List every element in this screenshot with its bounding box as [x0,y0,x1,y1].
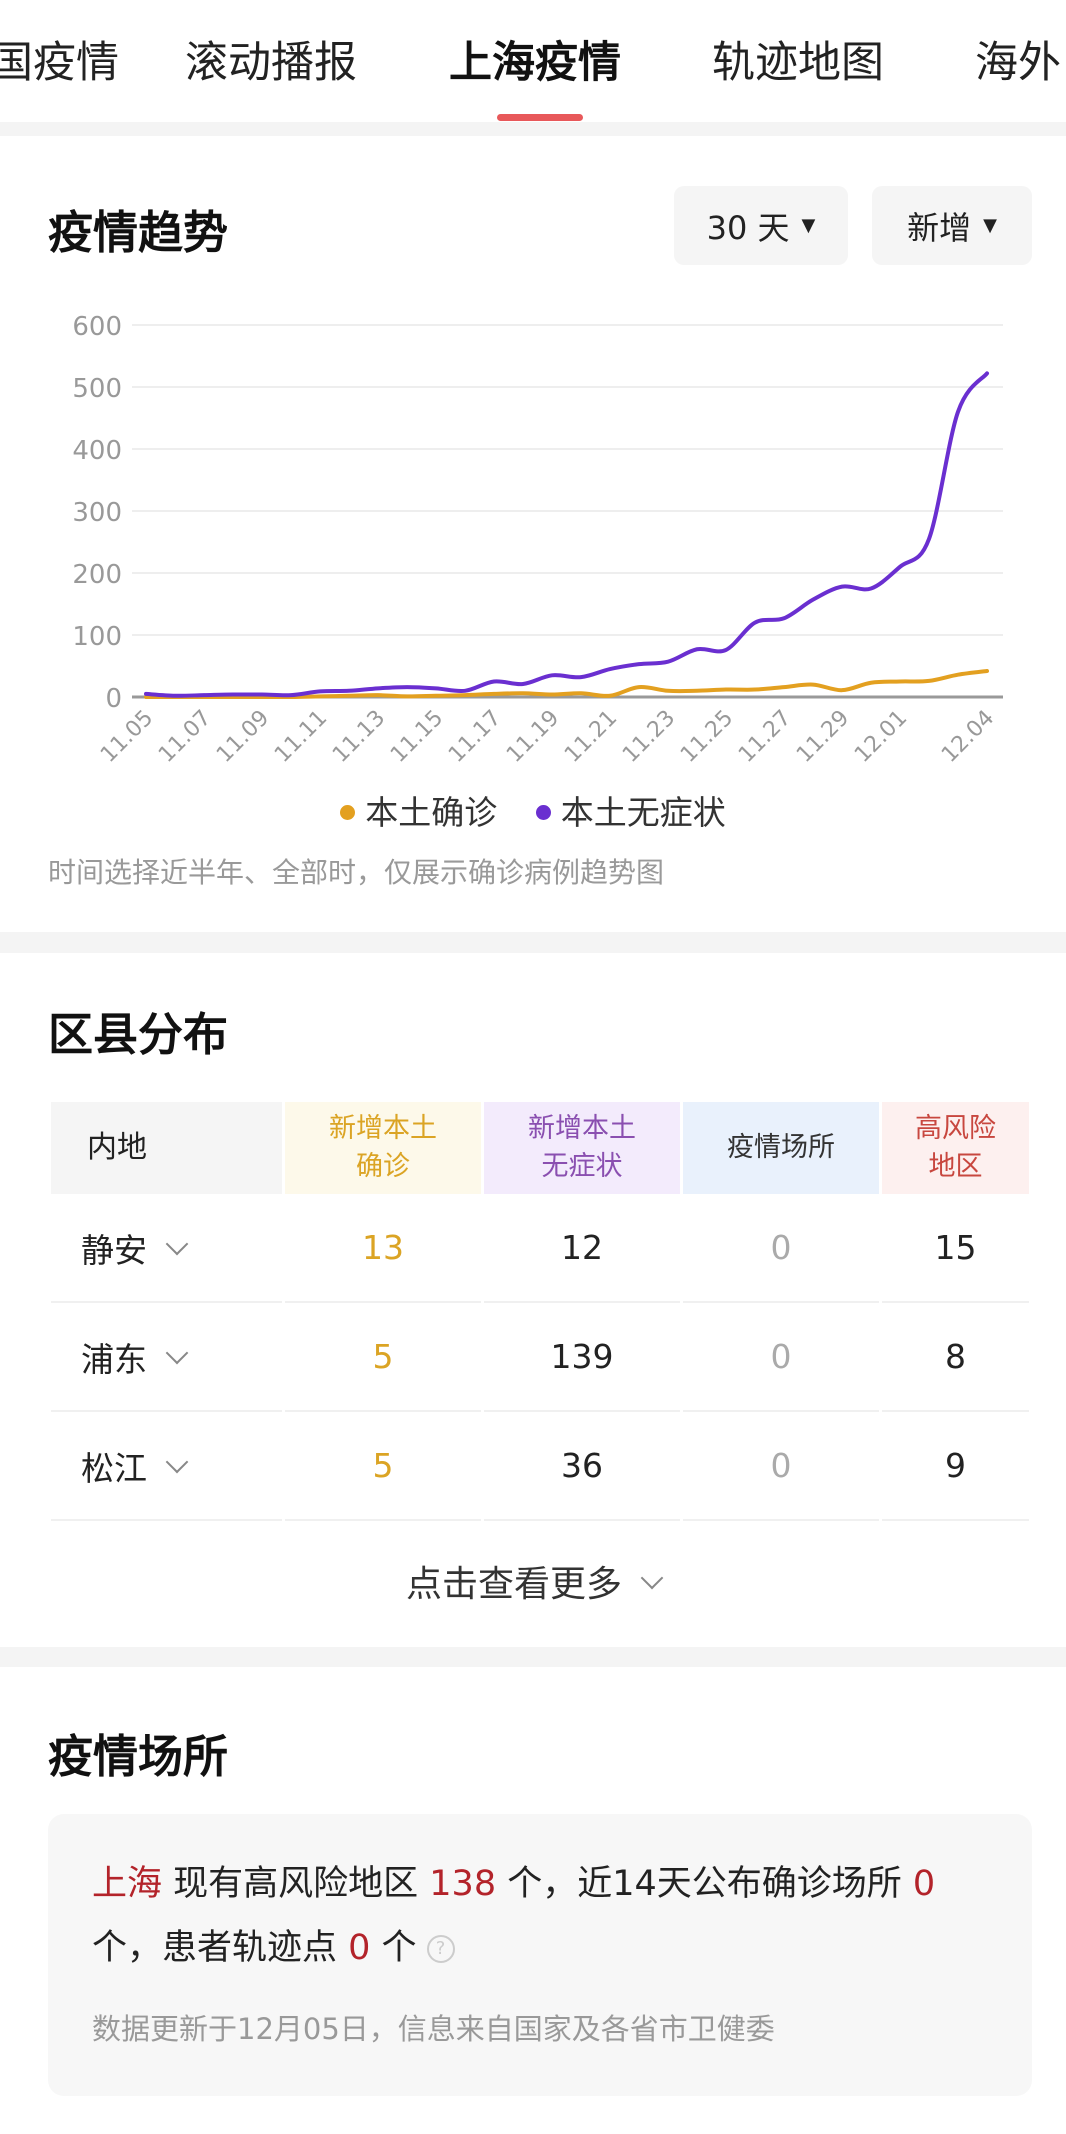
district-label: 松江 [81,1448,147,1488]
tab-live[interactable]: 滚动播报 [185,38,357,88]
range-dropdown[interactable]: 30 天 ▼ [674,186,848,265]
y-tick-label: 400 [72,436,122,466]
show-more-button[interactable]: 点击查看更多 [0,1555,1066,1607]
track-points-count: 0 [348,1928,371,1968]
new-asymptomatic: 12 [484,1194,680,1303]
x-tick-label: 11.27 [734,706,796,768]
divider [0,1647,1066,1667]
high-risk-count: 138 [429,1864,497,1904]
district-name: 静安 [51,1194,282,1303]
chart-legend: 本土确诊 本土无症状 [0,786,1066,834]
x-tick-label: 11.25 [676,706,738,768]
tab-map[interactable]: 轨迹地图 [712,38,884,88]
x-tick-label: 12.04 [937,706,999,768]
legend-dot [535,805,551,820]
divider [0,932,1066,953]
new-confirmed: 13 [285,1194,481,1303]
y-tick-label: 600 [72,312,122,342]
chart-note: 时间选择近半年、全部时，仅展示确诊病例趋势图 [48,856,665,889]
y-tick-label: 100 [72,622,122,652]
district-name: 松江 [51,1412,282,1521]
x-tick-label: 11.23 [618,706,680,768]
y-tick-label: 500 [72,374,122,404]
chevron-down-icon[interactable] [165,1232,189,1255]
tab-national[interactable]: 国疫情 [0,38,119,88]
x-tick-label: 11.11 [270,706,332,768]
update-note: 数据更新于12月05日，信息来自国家及各省市卫健委 [92,2012,775,2046]
city-name: 上海 [92,1864,163,1904]
show-more-label: 点击查看更多 [405,1564,622,1605]
legend-label: 本土无症状 [560,793,726,832]
header-places: 疫情场所 [683,1102,879,1194]
header-high-risk: 高风险 地区 [882,1102,1029,1194]
legend-asymptomatic[interactable]: 本土无症状 [535,793,726,832]
places-title: 疫情场所 [48,1730,229,1783]
chevron-down-icon[interactable] [165,1450,189,1473]
trend-chart: 010020030040050060011.0511.0711.0911.111… [72,312,1003,768]
mode-label: 新增 [907,208,972,247]
table-row[interactable]: 静安 13 12 0 15 [51,1194,1029,1303]
new-confirmed: 5 [285,1412,481,1521]
x-tick-label: 11.13 [328,706,390,768]
x-tick-label: 11.09 [212,706,274,768]
x-tick-label: 11.29 [792,706,854,768]
tab-shanghai[interactable]: 上海疫情 [449,38,621,88]
new-asymptomatic: 36 [484,1412,680,1521]
x-tick-label: 11.17 [444,706,506,768]
text: 个，患者轨迹点 [92,1928,349,1968]
trend-title: 疫情趋势 [48,206,229,259]
text: 个，近14天公布确诊场所 [496,1864,913,1904]
high-risk: 9 [882,1412,1029,1521]
x-tick-label: 11.07 [154,706,216,768]
y-tick-label: 200 [72,560,122,590]
table-row[interactable]: 松江 5 36 0 9 [51,1412,1029,1521]
top-tabs: 国疫情 滚动播报 上海疫情 轨迹地图 海外 [0,0,1066,122]
text: 个 [370,1928,417,1968]
district-label: 静安 [81,1230,147,1270]
active-tab-indicator [497,114,583,121]
district-label: 浦东 [81,1339,147,1379]
new-asymptomatic: 139 [484,1303,680,1412]
district-title: 区县分布 [48,1008,229,1061]
header-new-asymptomatic: 新增本土 无症状 [484,1102,680,1194]
range-label: 30 天 [706,208,790,247]
high-risk: 15 [882,1194,1029,1303]
x-tick-label: 12.01 [850,706,912,768]
divider [0,122,1066,136]
help-icon[interactable]: ? [426,1935,455,1963]
x-tick-label: 11.19 [502,706,564,768]
caret-down-icon: ▼ [801,215,816,236]
district-table: 内地 新增本土 确诊 新增本土 无症状 疫情场所 高风险 地区 静安 13 12 0 1… [48,1102,1032,1521]
x-tick-label: 11.15 [386,706,448,768]
table-row[interactable]: 浦东 5 139 0 8 [51,1303,1029,1412]
district-name: 浦东 [51,1303,282,1412]
text: 现有高风险地区 [162,1864,430,1904]
y-tick-label: 0 [105,684,122,714]
legend-label: 本土确诊 [365,793,498,832]
y-tick-label: 300 [72,498,122,528]
x-tick-label: 11.05 [96,706,158,768]
legend-confirmed[interactable]: 本土确诊 [340,793,497,832]
header-region: 内地 [51,1102,282,1194]
places-summary: 上海 现有高风险地区 138 个，近14天公布确诊场所 0 个，患者轨迹点 0 … [92,1852,988,1980]
header-new-confirmed: 新增本土 确诊 [285,1102,481,1194]
chevron-down-icon[interactable] [165,1341,189,1364]
places: 0 [683,1194,879,1303]
caret-down-icon: ▼ [983,215,997,236]
places: 0 [683,1303,879,1412]
tab-overseas[interactable]: 海外 [975,38,1061,88]
chevron-down-icon [640,1566,664,1590]
mode-dropdown[interactable]: 新增 ▼ [872,186,1032,265]
x-tick-label: 11.21 [560,706,622,768]
series-line-1 [144,371,989,698]
places-card: 上海 现有高风险地区 138 个，近14天公布确诊场所 0 个，患者轨迹点 0 … [48,1814,1032,2096]
legend-dot [340,805,356,820]
new-confirmed: 5 [285,1303,481,1412]
sites-count: 0 [912,1864,936,1904]
high-risk: 8 [882,1303,1029,1412]
places: 0 [683,1412,879,1521]
